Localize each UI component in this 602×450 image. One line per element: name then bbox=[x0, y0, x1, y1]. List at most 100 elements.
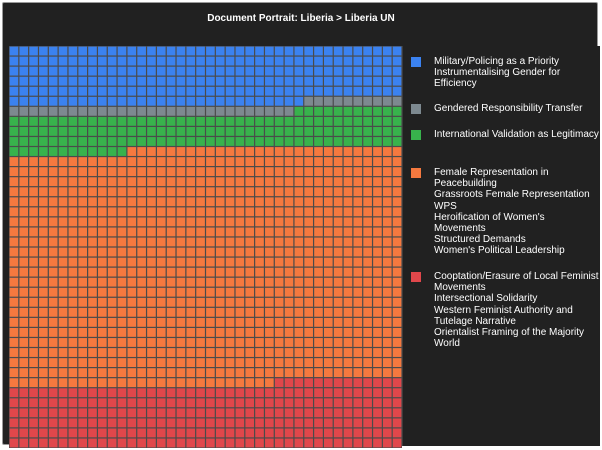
waffle-cell bbox=[373, 56, 382, 66]
waffle-cell bbox=[382, 418, 392, 428]
waffle-cell bbox=[314, 66, 323, 76]
waffle-cell bbox=[98, 418, 107, 428]
waffle-cell bbox=[353, 257, 363, 267]
waffle-cell bbox=[255, 177, 264, 187]
waffle-cell bbox=[176, 167, 186, 177]
waffle-cell bbox=[255, 127, 264, 136]
waffle-cell bbox=[68, 428, 78, 438]
waffle-cell bbox=[245, 247, 255, 257]
waffle-cell bbox=[78, 227, 87, 237]
waffle-cell bbox=[274, 66, 284, 76]
waffle-cell bbox=[88, 46, 97, 56]
waffle-cell bbox=[333, 46, 343, 56]
waffle-cell bbox=[39, 157, 48, 166]
waffle-cell bbox=[117, 287, 127, 297]
waffle-cell bbox=[88, 76, 97, 86]
waffle-cell bbox=[166, 86, 176, 96]
waffle-cell bbox=[353, 297, 363, 307]
waffle-cell bbox=[29, 86, 38, 96]
waffle-cell bbox=[274, 418, 284, 428]
waffle-cell bbox=[117, 187, 127, 197]
waffle-cell bbox=[9, 86, 19, 96]
waffle-cell bbox=[392, 217, 402, 227]
waffle-cell bbox=[324, 267, 333, 277]
waffle-cell bbox=[235, 328, 245, 337]
waffle-cell bbox=[324, 398, 333, 408]
waffle-cell bbox=[304, 157, 313, 166]
waffle-cell bbox=[156, 287, 166, 297]
waffle-cell bbox=[392, 257, 402, 267]
waffle-cell bbox=[255, 157, 264, 166]
waffle-cell bbox=[314, 177, 323, 187]
waffle-cell bbox=[88, 66, 97, 76]
waffle-cell bbox=[284, 338, 294, 347]
waffle-cell bbox=[156, 56, 166, 66]
waffle-cell bbox=[19, 287, 29, 297]
waffle-cell bbox=[58, 127, 68, 136]
waffle-cell bbox=[39, 187, 48, 197]
waffle-cell bbox=[78, 247, 87, 257]
waffle-cell bbox=[255, 76, 264, 86]
waffle-cell bbox=[147, 76, 156, 86]
waffle-cell bbox=[19, 76, 29, 86]
waffle-cell bbox=[39, 227, 48, 237]
waffle-cell bbox=[9, 368, 19, 378]
waffle-cell bbox=[48, 207, 58, 217]
waffle-cell bbox=[156, 267, 166, 277]
waffle-cell bbox=[324, 237, 333, 247]
waffle-cell bbox=[255, 287, 264, 297]
waffle-cell bbox=[324, 217, 333, 227]
legend-label: Instrumentalising Gender for Efficiency bbox=[434, 67, 561, 90]
waffle-cell bbox=[39, 207, 48, 217]
waffle-cell bbox=[304, 348, 313, 357]
waffle-cell bbox=[78, 96, 87, 106]
waffle-cell bbox=[304, 398, 313, 408]
waffle-cell bbox=[245, 317, 255, 327]
waffle-cell bbox=[98, 187, 107, 197]
waffle-cell bbox=[19, 408, 29, 418]
waffle-cell bbox=[215, 237, 225, 247]
waffle-cell bbox=[137, 388, 146, 398]
waffle-cell bbox=[127, 167, 137, 177]
waffle-cell bbox=[382, 237, 392, 247]
waffle-cell bbox=[196, 287, 205, 297]
waffle-cell bbox=[29, 398, 38, 408]
waffle-cell bbox=[382, 127, 392, 136]
waffle-cell bbox=[363, 96, 372, 106]
waffle-cell bbox=[255, 307, 264, 317]
waffle-cell bbox=[166, 438, 176, 448]
waffle-cell bbox=[196, 277, 205, 287]
waffle-cell bbox=[255, 187, 264, 197]
waffle-cell bbox=[225, 378, 235, 388]
waffle-cell bbox=[29, 46, 38, 56]
waffle-cell bbox=[48, 56, 58, 66]
waffle-cell bbox=[382, 257, 392, 267]
waffle-cell bbox=[39, 147, 48, 156]
waffle-cell bbox=[9, 408, 19, 418]
waffle-cell bbox=[29, 137, 38, 146]
waffle-cell bbox=[29, 237, 38, 247]
waffle-cell bbox=[68, 137, 78, 146]
waffle-cell bbox=[39, 167, 48, 177]
waffle-cell bbox=[68, 56, 78, 66]
waffle-cell bbox=[314, 237, 323, 247]
waffle-cell bbox=[107, 388, 117, 398]
waffle-cell bbox=[19, 378, 29, 388]
waffle-cell bbox=[29, 197, 38, 207]
waffle-cell bbox=[373, 207, 382, 217]
waffle-cell bbox=[255, 46, 264, 56]
waffle-cell bbox=[294, 207, 304, 217]
waffle-cell bbox=[284, 56, 294, 66]
waffle-cell bbox=[186, 338, 196, 347]
waffle-cell bbox=[186, 227, 196, 237]
waffle-cell bbox=[68, 86, 78, 96]
waffle-cell bbox=[382, 147, 392, 156]
waffle-cell bbox=[206, 398, 215, 408]
waffle-cell bbox=[88, 116, 97, 126]
waffle-cell bbox=[284, 207, 294, 217]
waffle-cell bbox=[29, 66, 38, 76]
waffle-cell bbox=[107, 428, 117, 438]
waffle-cell bbox=[19, 267, 29, 277]
waffle-cell bbox=[9, 137, 19, 146]
waffle-cell bbox=[98, 287, 107, 297]
